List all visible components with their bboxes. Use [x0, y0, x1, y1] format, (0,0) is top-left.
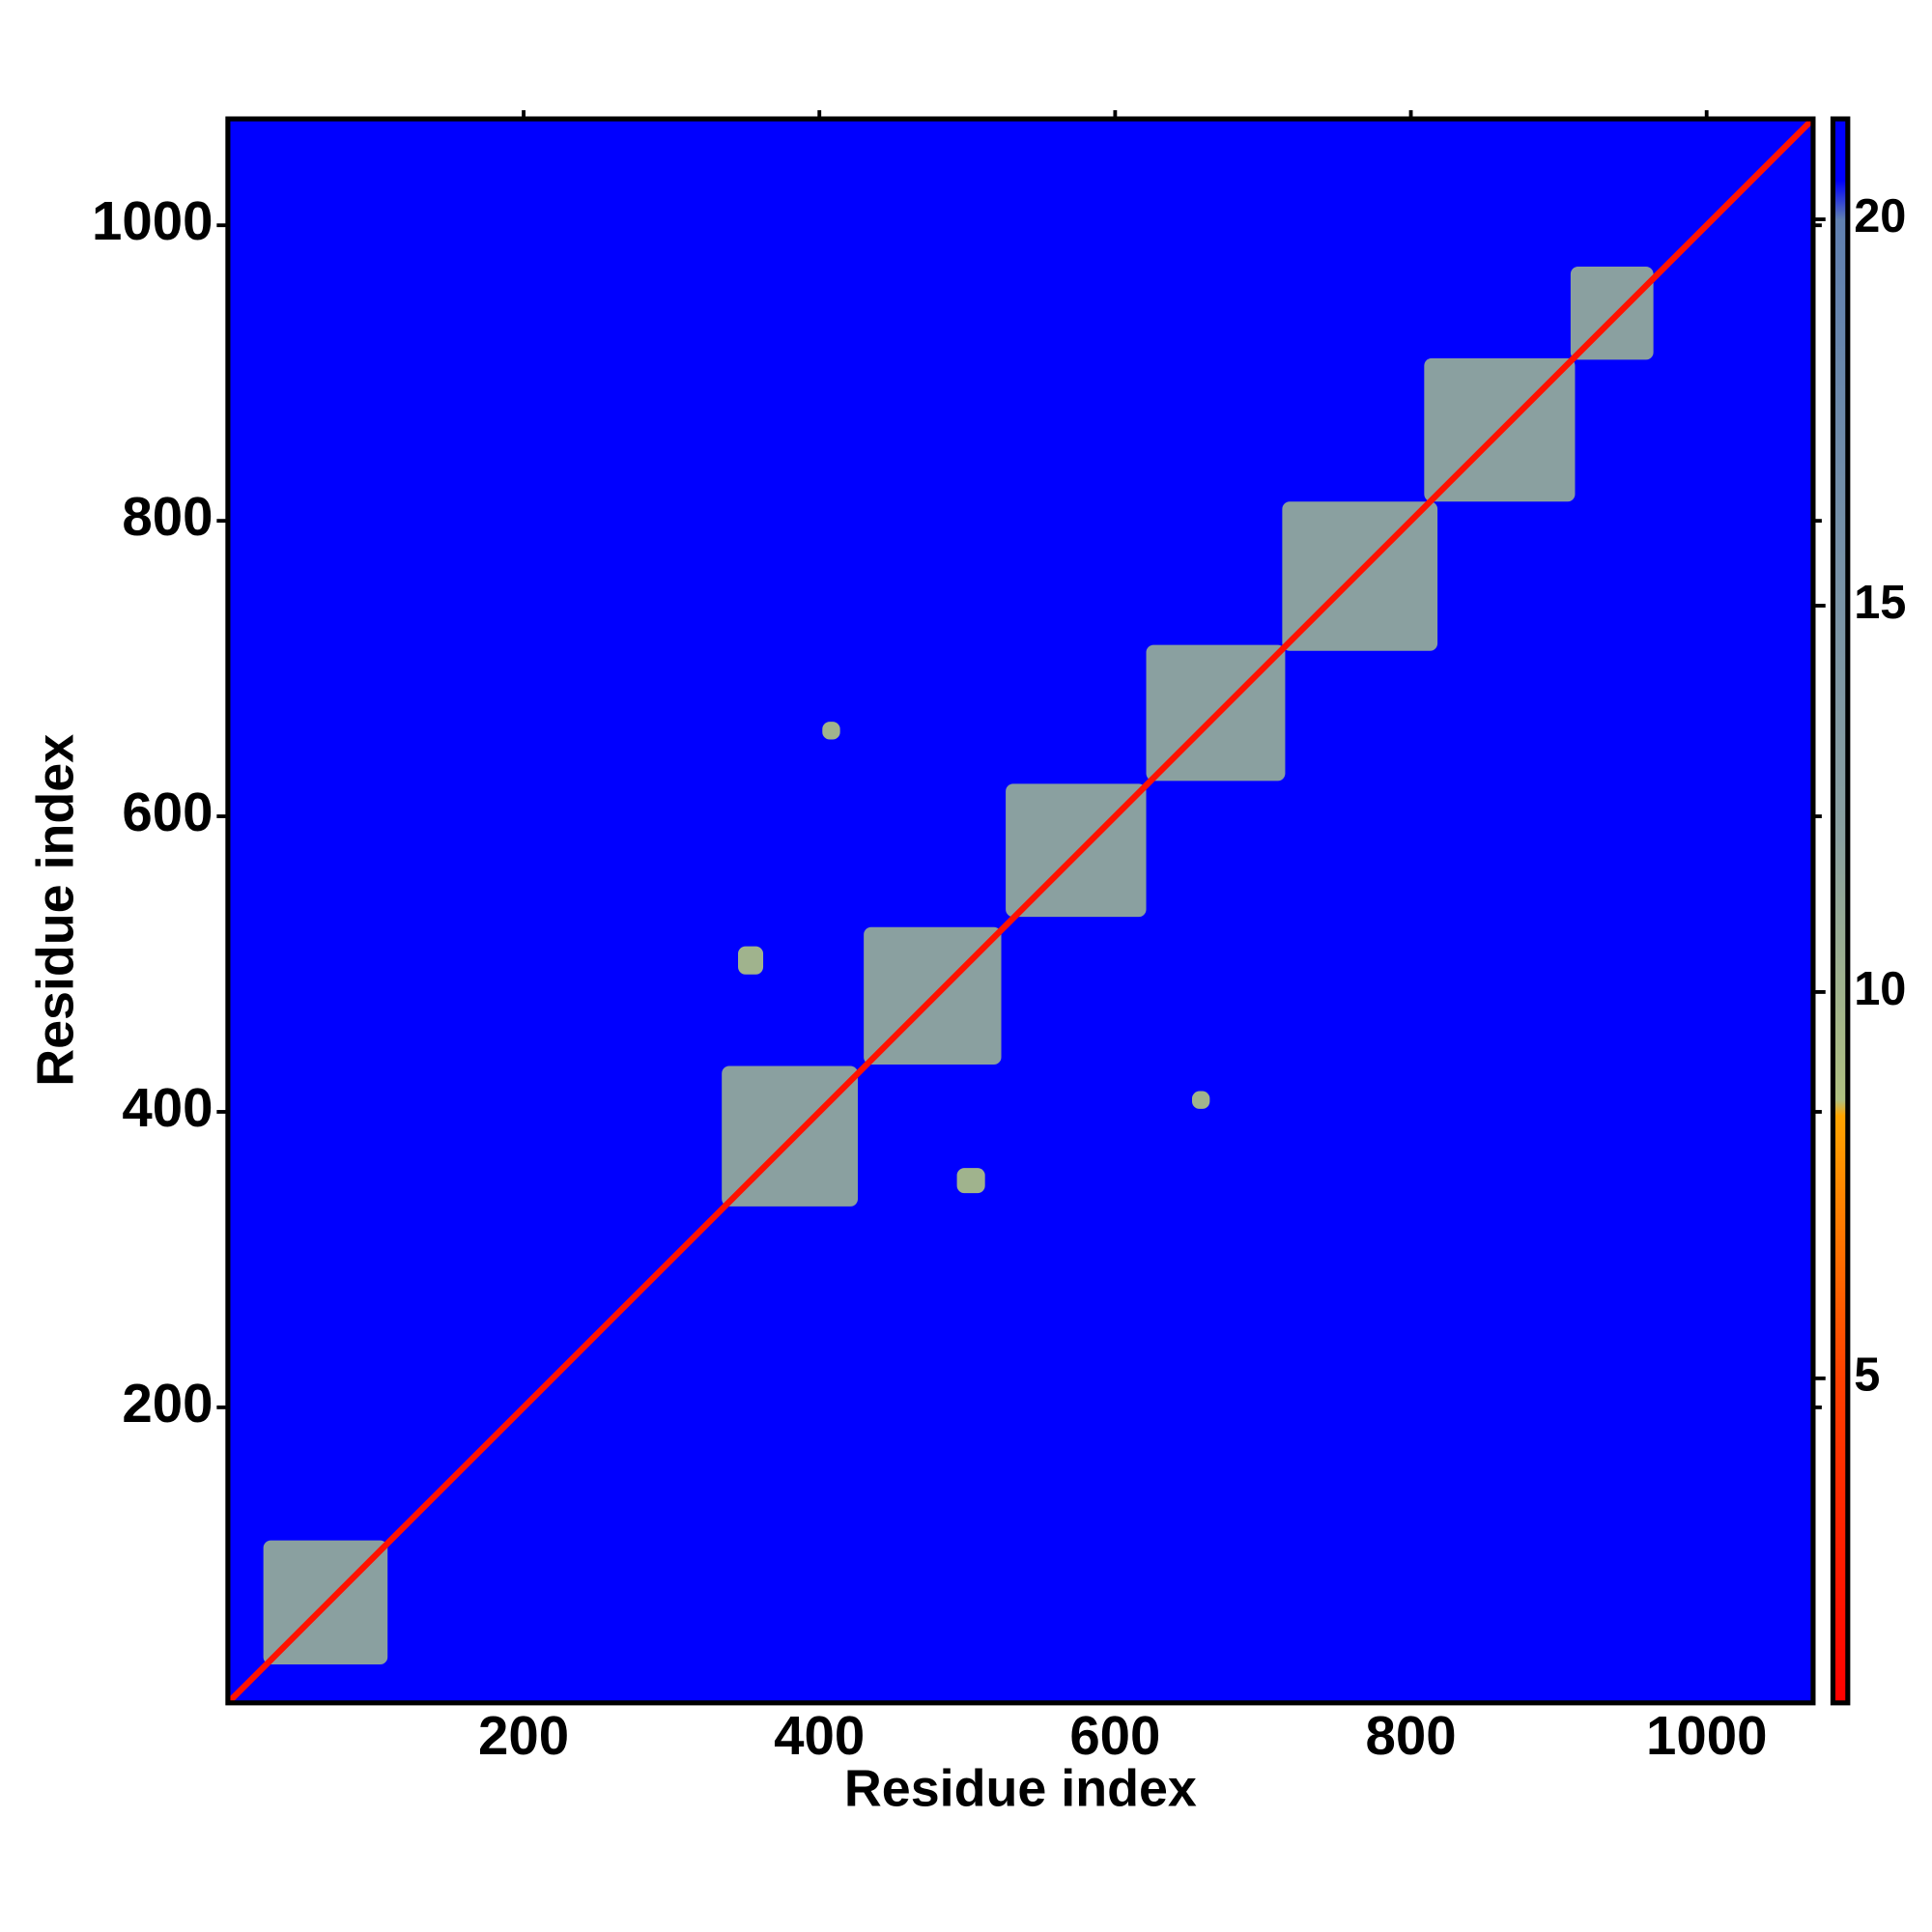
colorbar-tick-label: 15: [1854, 577, 1906, 629]
colorbar-tick-label: 20: [1854, 190, 1906, 242]
plot-area: [227, 119, 1813, 1703]
contact-region: [1191, 1091, 1210, 1109]
y-axis-title: Residue index: [27, 734, 85, 1087]
x-tick-label: 1000: [1646, 1705, 1767, 1766]
plot-frame: [225, 116, 1816, 1706]
x-axis-title: Residue index: [844, 1759, 1197, 1817]
x-tick-label: 400: [774, 1705, 865, 1766]
y-tick-label: 600: [122, 781, 213, 842]
colorbar-tick-label: 10: [1854, 963, 1906, 1015]
x-tick-label: 600: [1069, 1705, 1160, 1766]
contact-region: [956, 1168, 985, 1194]
y-tick-label: 800: [122, 486, 213, 547]
y-tick-label: 200: [122, 1373, 213, 1434]
contact-region: [738, 946, 764, 975]
diagonal: [227, 119, 1813, 1703]
y-tick-label: 1000: [92, 190, 213, 251]
contact-region: [822, 722, 840, 740]
x-tick-label: 200: [478, 1705, 569, 1766]
y-tick-label: 400: [122, 1077, 213, 1138]
colorbar-tick-label: 5: [1854, 1350, 1880, 1402]
x-tick-label: 800: [1365, 1705, 1456, 1766]
colorbar: [1830, 116, 1851, 1706]
